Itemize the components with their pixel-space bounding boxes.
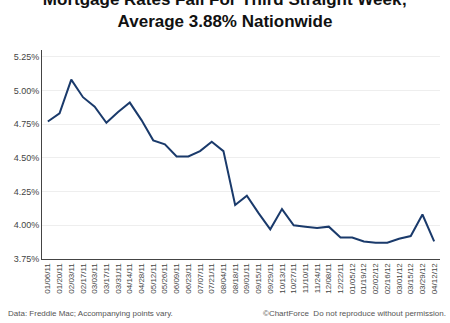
svg-text:07/07/11: 07/07/11 xyxy=(196,263,205,294)
svg-text:02/17/11: 02/17/11 xyxy=(79,263,88,294)
svg-text:01/06/11: 01/06/11 xyxy=(43,263,52,294)
svg-text:12/08/11: 12/08/11 xyxy=(324,263,333,294)
svg-text:08/04/11: 08/04/11 xyxy=(219,263,228,294)
svg-text:06/09/11: 06/09/11 xyxy=(172,263,181,294)
svg-text:04/28/11: 04/28/11 xyxy=(137,263,146,294)
svg-text:Data: Freddie Mac; Accompanyin: Data: Freddie Mac; Accompanying points v… xyxy=(8,309,173,318)
svg-text:01/20/11: 01/20/11 xyxy=(55,263,64,294)
svg-text:03/29/12: 03/29/12 xyxy=(418,263,427,295)
svg-text:10/13/11: 10/13/11 xyxy=(278,263,287,294)
svg-text:09/29/11: 09/29/11 xyxy=(266,263,275,294)
svg-text:01/05/12: 01/05/12 xyxy=(348,263,357,295)
svg-text:10/27/11: 10/27/11 xyxy=(289,263,298,294)
svg-text:04/14/11: 04/14/11 xyxy=(125,263,134,294)
svg-text:4.75%: 4.75% xyxy=(14,119,40,129)
svg-text:11/10/11: 11/10/11 xyxy=(301,263,310,294)
svg-text:3.75%: 3.75% xyxy=(14,254,40,264)
svg-text:02/03/11: 02/03/11 xyxy=(67,263,76,294)
svg-text:11/24/11: 11/24/11 xyxy=(313,263,322,294)
svg-text:02/02/12: 02/02/12 xyxy=(371,263,380,295)
svg-text:Mortgage Rates Fall For Third: Mortgage Rates Fall For Third Straight W… xyxy=(43,0,407,31)
svg-text:5.25%: 5.25% xyxy=(14,52,40,62)
svg-text:02/16/12: 02/16/12 xyxy=(383,263,392,295)
svg-text:06/23/11: 06/23/11 xyxy=(184,263,193,294)
svg-text:09/01/11: 09/01/11 xyxy=(242,263,251,294)
svg-text:4.50%: 4.50% xyxy=(14,153,40,163)
svg-text:04/12/12: 04/12/12 xyxy=(430,263,439,295)
svg-text:08/18/11: 08/18/11 xyxy=(231,263,240,294)
svg-text:03/17/11: 03/17/11 xyxy=(102,263,111,294)
svg-text:03/01/12: 03/01/12 xyxy=(395,263,404,295)
svg-text:05/26/11: 05/26/11 xyxy=(161,263,170,294)
svg-text:12/22/11: 12/22/11 xyxy=(336,263,345,294)
svg-text:03/31/11: 03/31/11 xyxy=(114,263,123,294)
svg-text:09/15/11: 09/15/11 xyxy=(254,263,263,294)
svg-text:4.00%: 4.00% xyxy=(14,220,40,230)
svg-text:5.00%: 5.00% xyxy=(14,86,40,96)
svg-text:01/19/12: 01/19/12 xyxy=(360,263,369,295)
svg-text:07/21/11: 07/21/11 xyxy=(207,263,216,294)
svg-text:05/12/11: 05/12/11 xyxy=(149,263,158,294)
svg-text:03/03/11: 03/03/11 xyxy=(90,263,99,294)
svg-text:©ChartForce Do not reproduce: ©ChartForce Do not reproduce without per… xyxy=(263,309,446,318)
svg-text:4.25%: 4.25% xyxy=(14,187,40,197)
svg-text:03/15/12: 03/15/12 xyxy=(406,263,415,295)
